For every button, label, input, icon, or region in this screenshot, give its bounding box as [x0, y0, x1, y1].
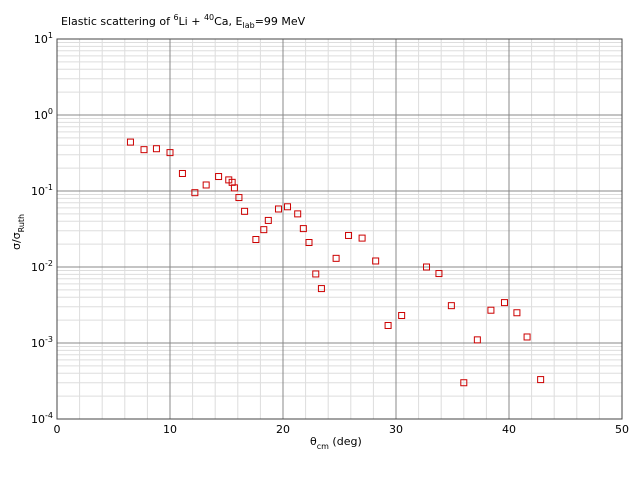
y-axis-label: σ/σRuth	[10, 214, 26, 250]
data-point	[241, 207, 249, 215]
data-point	[294, 210, 302, 218]
data-point	[178, 169, 186, 177]
x-tick-label: 40	[502, 423, 516, 436]
data-point	[215, 173, 223, 181]
y-tick-label: 100	[34, 107, 53, 122]
x-tick-label: 50	[615, 423, 629, 436]
x-tick-label: 10	[163, 423, 177, 436]
data-point	[384, 321, 392, 329]
data-point	[166, 149, 174, 157]
data-point	[317, 285, 325, 293]
grid	[57, 39, 622, 419]
data-point	[264, 216, 272, 224]
x-tick-label: 30	[389, 423, 403, 436]
data-point	[435, 270, 443, 278]
data-point	[487, 306, 495, 314]
data-point	[235, 194, 243, 202]
data-point	[372, 257, 380, 265]
data-point	[523, 333, 531, 341]
data-point	[537, 376, 545, 384]
data-point	[312, 270, 320, 278]
data-point	[191, 189, 199, 197]
y-tick-label: 10-1	[31, 183, 53, 198]
data-point	[260, 226, 268, 234]
data-point	[332, 254, 340, 262]
data-point	[447, 302, 455, 310]
data-point	[299, 225, 307, 233]
data-point	[140, 146, 148, 154]
data-point	[500, 299, 508, 307]
data-point	[398, 312, 406, 320]
x-tick-label: 20	[276, 423, 290, 436]
data-point	[423, 263, 431, 271]
plot-frame	[56, 38, 623, 420]
data-point	[284, 203, 292, 211]
data-point	[126, 138, 134, 146]
chart-title: Elastic scattering of 6Li + 40Ca, Elab=9…	[61, 13, 306, 30]
data-point	[152, 145, 160, 153]
data-point	[274, 205, 282, 213]
data-point	[202, 181, 210, 189]
x-axis-label: θcm (deg)	[310, 435, 362, 451]
data-points	[126, 138, 545, 387]
ticks: 0 10 20 30 40 50 10-4 10-3 10-2 10-1 100 101	[31, 31, 629, 436]
data-point	[305, 239, 313, 247]
data-point	[513, 309, 521, 317]
y-tick-label: 10-2	[31, 259, 53, 274]
y-tick-label: 10-3	[31, 335, 53, 350]
y-tick-label: 10-4	[31, 411, 53, 426]
data-point	[345, 231, 353, 239]
data-point	[358, 234, 366, 242]
data-point	[230, 184, 238, 192]
data-point	[473, 336, 481, 344]
data-point	[252, 236, 260, 244]
data-point	[460, 379, 468, 387]
x-tick-label: 0	[54, 423, 61, 436]
y-tick-label: 101	[34, 31, 53, 46]
